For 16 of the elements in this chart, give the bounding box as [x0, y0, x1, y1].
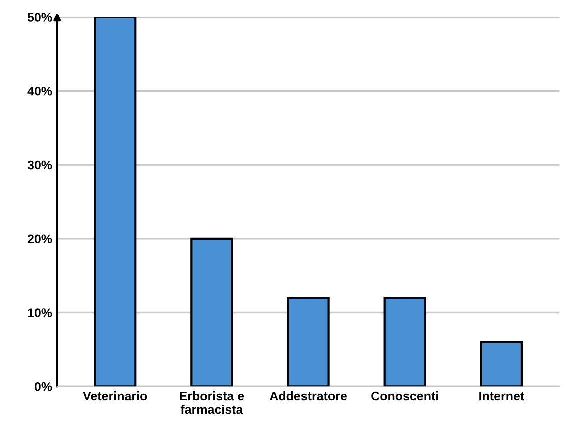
y-tick-label: 40% — [28, 86, 52, 96]
y-tick-label: 20% — [28, 234, 52, 244]
y-tick-label: 10% — [28, 308, 52, 318]
bar — [94, 17, 137, 387]
x-tick-label: Veterinario — [83, 392, 148, 401]
y-tick-label: 50% — [28, 13, 52, 22]
bar — [190, 238, 234, 387]
bar — [287, 296, 330, 387]
x-tick-label: Conoscenti — [372, 392, 438, 401]
bar — [480, 341, 524, 387]
y-tick-label: 0% — [34, 382, 52, 392]
bar — [384, 296, 426, 387]
x-tick-label: Addestratore — [270, 392, 347, 401]
x-tick-label: Erborista e farmacista — [180, 392, 244, 414]
x-tick-label: Internet — [480, 392, 524, 401]
y-tick-label: 30% — [28, 160, 52, 170]
